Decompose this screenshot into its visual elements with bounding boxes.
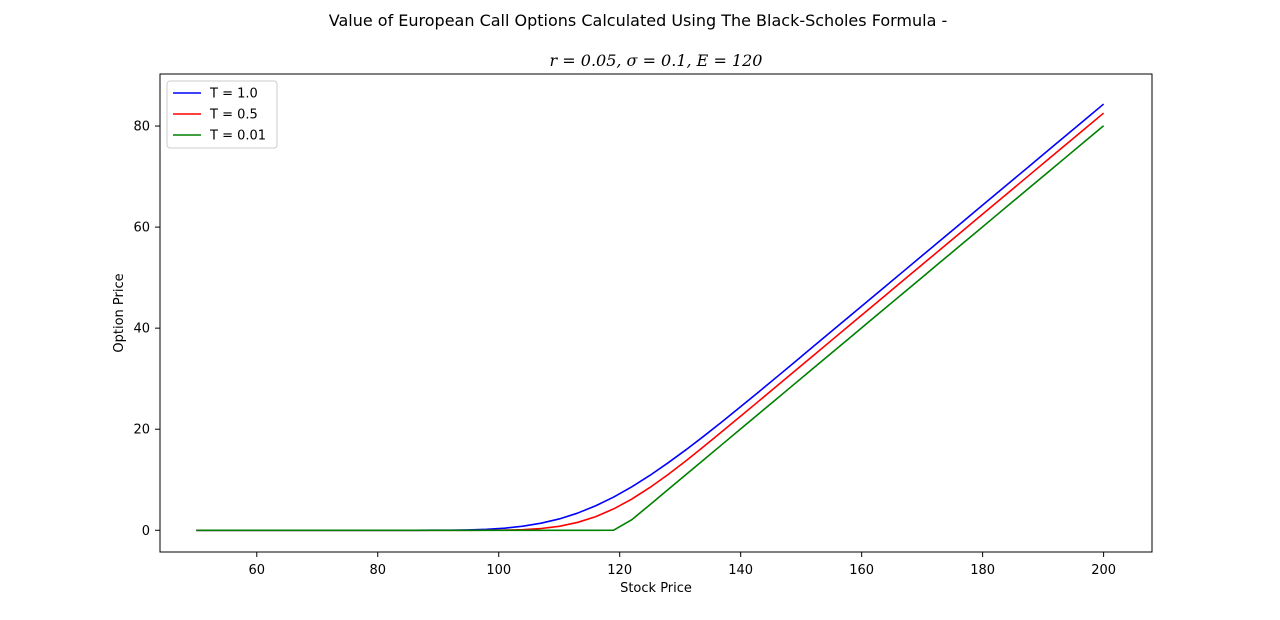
x-tick-label: 180 bbox=[970, 563, 995, 578]
plot-lines bbox=[196, 103, 1105, 532]
y-tick-label: 20 bbox=[133, 423, 150, 438]
series-line bbox=[196, 125, 1105, 532]
legend: T = 1.0 T = 0.5 T = 0.01 bbox=[166, 80, 278, 149]
axis-ticks: 60 80 100 120 140 160 180 200 0 20 40 60 80 bbox=[133, 120, 1116, 578]
x-tick-label: 200 bbox=[1091, 563, 1116, 578]
chart-title: Value of European Call Options Calculate… bbox=[329, 11, 948, 30]
x-tick-label: 60 bbox=[249, 563, 266, 578]
y-tick-label: 60 bbox=[133, 221, 150, 236]
series-line bbox=[196, 112, 1105, 532]
x-tick-label: 120 bbox=[607, 563, 632, 578]
legend-box bbox=[166, 80, 278, 149]
x-tick-label: 100 bbox=[486, 563, 511, 578]
legend-label: T = 0.01 bbox=[209, 129, 266, 144]
series-line bbox=[196, 103, 1105, 532]
x-tick-label: 140 bbox=[728, 563, 753, 578]
y-tick-label: 0 bbox=[142, 524, 150, 539]
x-tick-label: 160 bbox=[849, 563, 874, 578]
plot-area-frame bbox=[159, 73, 1153, 553]
y-tick-label: 80 bbox=[133, 120, 150, 135]
legend-label: T = 0.5 bbox=[209, 108, 258, 123]
x-tick-label: 80 bbox=[369, 563, 386, 578]
y-tick-label: 40 bbox=[133, 322, 150, 337]
legend-label: T = 1.0 bbox=[209, 87, 258, 102]
y-axis-label: Option Price bbox=[112, 273, 127, 352]
x-axis-label: Stock Price bbox=[620, 581, 692, 596]
chart-subtitle: r = 0.05, σ = 0.1, E = 120 bbox=[550, 51, 763, 70]
